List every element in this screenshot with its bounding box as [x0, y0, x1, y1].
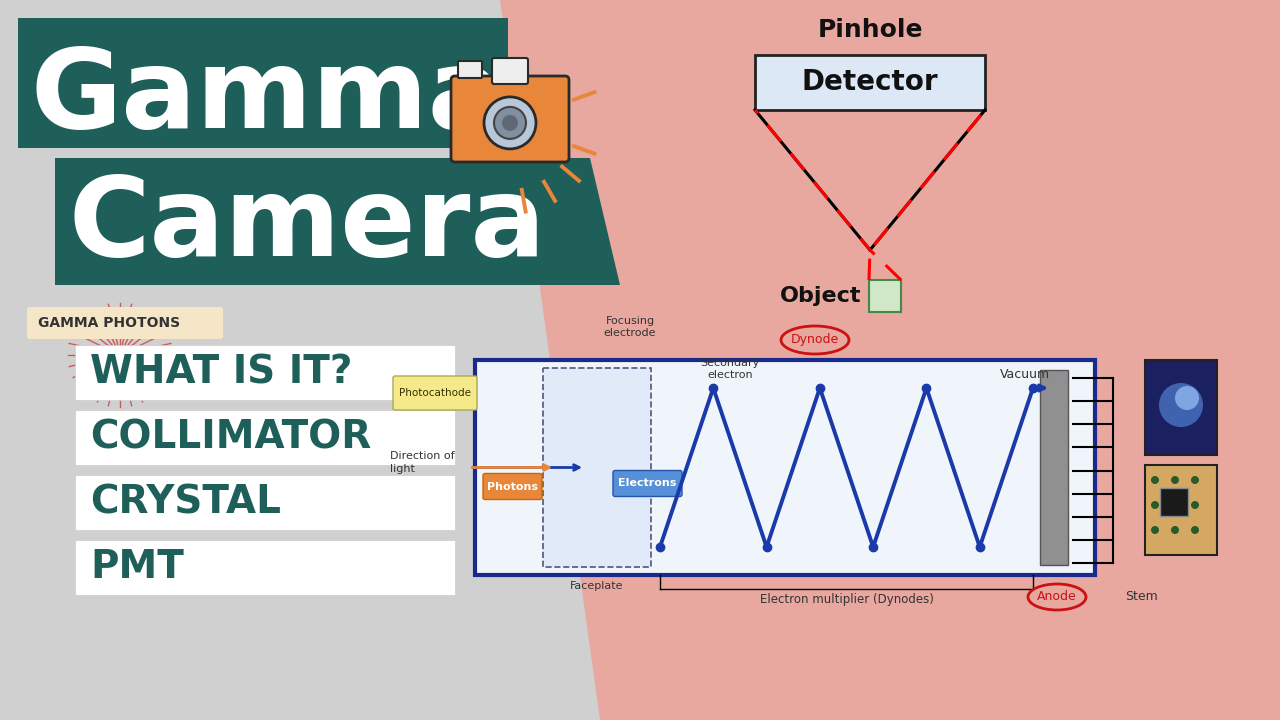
Text: Electron multiplier (Dynodes): Electron multiplier (Dynodes) [759, 593, 933, 606]
Text: Anode: Anode [1037, 590, 1076, 603]
FancyBboxPatch shape [451, 76, 570, 162]
FancyBboxPatch shape [1146, 360, 1217, 455]
FancyBboxPatch shape [393, 376, 477, 410]
Circle shape [1175, 386, 1199, 410]
FancyBboxPatch shape [755, 55, 986, 110]
Text: Photons: Photons [486, 482, 538, 492]
FancyBboxPatch shape [458, 61, 483, 78]
Polygon shape [55, 158, 620, 285]
Circle shape [1190, 476, 1199, 484]
Text: Photocathode: Photocathode [399, 388, 471, 398]
Circle shape [502, 115, 518, 131]
Circle shape [1171, 476, 1179, 484]
Text: GAMMA PHOTONS: GAMMA PHOTONS [38, 316, 180, 330]
Text: Dynode: Dynode [791, 333, 840, 346]
FancyBboxPatch shape [76, 410, 454, 465]
Text: Direction of
light: Direction of light [390, 451, 454, 474]
Circle shape [1151, 526, 1158, 534]
Circle shape [484, 97, 536, 149]
FancyBboxPatch shape [76, 345, 454, 400]
Text: WHAT IS IT?: WHAT IS IT? [90, 354, 352, 392]
FancyBboxPatch shape [76, 540, 454, 595]
Circle shape [494, 107, 526, 139]
FancyBboxPatch shape [492, 58, 529, 84]
FancyBboxPatch shape [1160, 488, 1188, 516]
Text: COLLIMATOR: COLLIMATOR [90, 418, 371, 456]
FancyBboxPatch shape [613, 470, 682, 497]
FancyBboxPatch shape [869, 280, 901, 312]
Text: Electrons: Electrons [618, 479, 676, 488]
FancyBboxPatch shape [18, 18, 508, 148]
Text: Secondary
electron: Secondary electron [700, 358, 759, 380]
Text: Gamma: Gamma [29, 45, 503, 151]
Text: Vacuum: Vacuum [1000, 368, 1050, 381]
FancyBboxPatch shape [76, 475, 454, 530]
Text: Object: Object [780, 286, 861, 306]
Circle shape [1190, 501, 1199, 509]
Text: Focusing
electrode: Focusing electrode [604, 315, 657, 338]
FancyBboxPatch shape [1146, 465, 1217, 555]
Text: Detector: Detector [801, 68, 938, 96]
Circle shape [1171, 526, 1179, 534]
FancyBboxPatch shape [543, 368, 652, 567]
Text: CRYSTAL: CRYSTAL [90, 484, 282, 521]
Text: Camera: Camera [68, 173, 545, 279]
Circle shape [1171, 501, 1179, 509]
Text: Faceplate: Faceplate [571, 581, 623, 591]
Polygon shape [500, 0, 1280, 720]
Circle shape [1158, 383, 1203, 427]
FancyBboxPatch shape [483, 474, 541, 500]
Text: PMT: PMT [90, 549, 184, 587]
Circle shape [1151, 476, 1158, 484]
FancyBboxPatch shape [1039, 370, 1068, 565]
Text: Stem: Stem [1125, 590, 1157, 603]
Text: Pinhole: Pinhole [817, 18, 923, 42]
FancyBboxPatch shape [27, 307, 223, 339]
Circle shape [1151, 501, 1158, 509]
Circle shape [1190, 526, 1199, 534]
FancyBboxPatch shape [475, 360, 1094, 575]
